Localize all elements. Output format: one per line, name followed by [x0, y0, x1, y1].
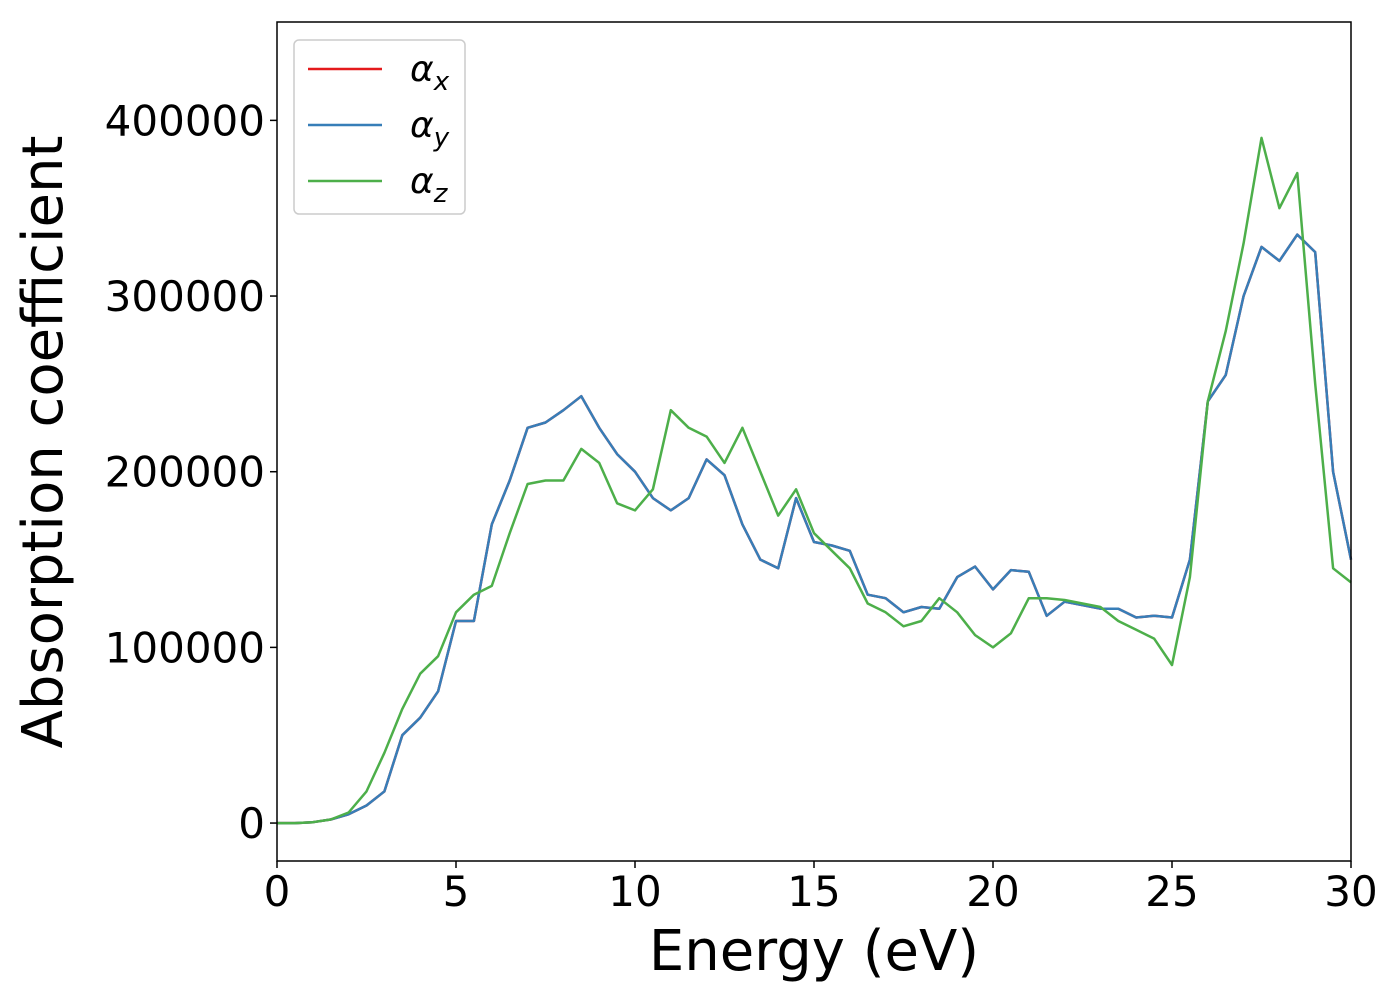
- series-line: [277, 136, 1352, 825]
- legend-label: αz: [410, 161, 449, 209]
- legend-label: αy: [410, 105, 450, 153]
- x-tick-label: 20: [966, 867, 1019, 916]
- y-tick-label: 0: [238, 799, 265, 848]
- plot-frame: [276, 21, 1352, 862]
- y-tick-label: 100000: [105, 623, 265, 672]
- x-axis-label: Energy (eV): [649, 919, 979, 984]
- legend-label: αx: [410, 49, 450, 97]
- x-tick-label: 5: [443, 867, 470, 916]
- series-line: [277, 233, 1353, 825]
- y-tick-label: 300000: [105, 272, 265, 321]
- legend-box: [293, 39, 466, 215]
- y-tick-label: 200000: [105, 448, 265, 497]
- x-tick-label: 15: [787, 867, 840, 916]
- x-tick-label: 0: [264, 867, 291, 916]
- x-tick-label: 10: [608, 867, 661, 916]
- series-line: [277, 233, 1353, 825]
- x-tick-label: 25: [1145, 867, 1198, 916]
- y-axis-label: Absorption coefficient: [11, 136, 76, 749]
- x-tick-label: 30: [1324, 867, 1377, 916]
- y-tick-label: 400000: [105, 96, 265, 145]
